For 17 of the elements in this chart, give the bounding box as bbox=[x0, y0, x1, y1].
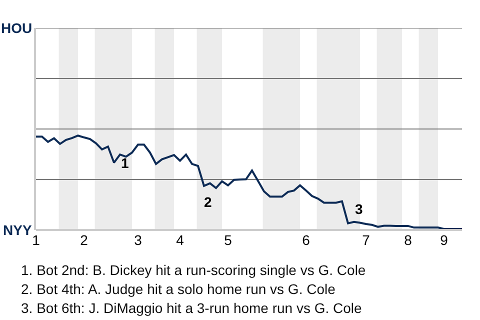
text: 1. Bot 2nd: B. Dickey hit a run-scoring single vs G. Cole bbox=[21, 262, 366, 278]
annotation: 2 bbox=[204, 194, 212, 210]
x-tick-label: 1 bbox=[32, 232, 40, 248]
x-tick-label: 5 bbox=[224, 232, 232, 248]
x-tick-label: 8 bbox=[404, 232, 412, 248]
text: 2. Bot 4th: A. Judge hit a solo home run vs G. Cole bbox=[21, 281, 336, 297]
x-tick-label: 4 bbox=[176, 232, 184, 248]
text: HOU bbox=[1, 20, 32, 36]
text: NYY bbox=[3, 222, 32, 238]
x-tick-label: 6 bbox=[302, 232, 310, 248]
text: 3. Bot 6th: J. DiMaggio hit a 3-run home run vs G. Cole bbox=[21, 300, 362, 316]
x-tick-label: 3 bbox=[134, 232, 142, 248]
annotation: 1 bbox=[121, 155, 129, 171]
x-tick-label: 7 bbox=[362, 232, 370, 248]
x-tick-label: 9 bbox=[440, 232, 448, 248]
annotation: 3 bbox=[355, 201, 363, 217]
x-tick-label: 2 bbox=[80, 232, 88, 248]
